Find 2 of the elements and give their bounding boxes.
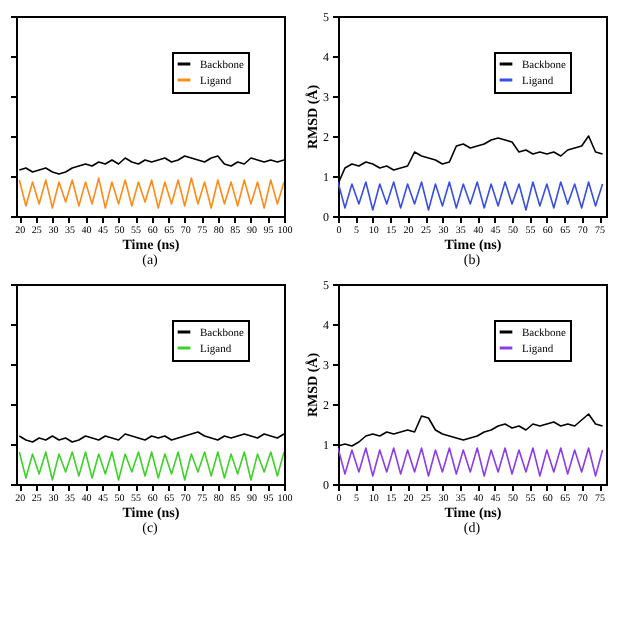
line-series (338, 181, 604, 211)
line-series (338, 447, 604, 477)
